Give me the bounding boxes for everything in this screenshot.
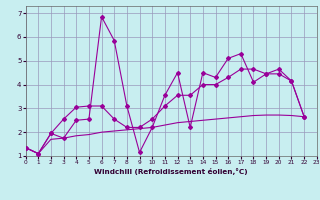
X-axis label: Windchill (Refroidissement éolien,°C): Windchill (Refroidissement éolien,°C) bbox=[94, 168, 248, 175]
